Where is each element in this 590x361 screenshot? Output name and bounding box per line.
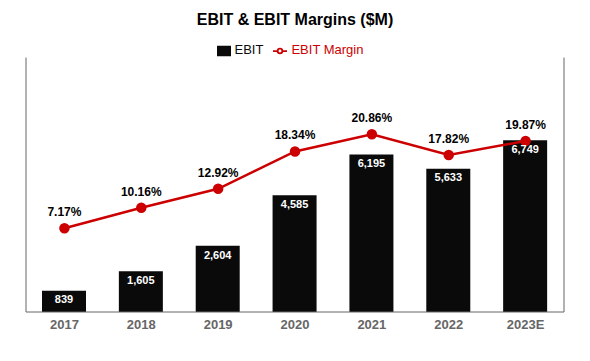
svg-text:10.16%: 10.16% [121,185,162,199]
svg-text:2017: 2017 [50,317,79,332]
svg-text:2023E: 2023E [507,317,545,332]
svg-text:20.86%: 20.86% [352,111,393,125]
svg-text:2022: 2022 [434,317,463,332]
svg-text:839: 839 [55,293,73,305]
svg-text:18.34%: 18.34% [275,128,316,142]
svg-text:4,585: 4,585 [281,198,309,210]
svg-text:2021: 2021 [357,317,386,332]
svg-text:6,195: 6,195 [358,157,386,169]
svg-text:5,633: 5,633 [435,171,463,183]
svg-text:12.92%: 12.92% [198,166,239,180]
svg-text:2019: 2019 [204,317,233,332]
svg-text:2018: 2018 [127,317,156,332]
svg-text:17.82%: 17.82% [428,132,469,146]
svg-text:6,749: 6,749 [511,143,539,155]
svg-text:7.17%: 7.17% [47,205,81,219]
svg-text:1,605: 1,605 [127,274,155,286]
html-text:EBIT Margin: EBIT Margin [291,42,364,57]
html-text:EBIT: EBIT [234,42,264,57]
svg-text:19.87%: 19.87% [505,118,546,132]
html-text:EBIT & EBIT Margins ($M): EBIT & EBIT Margins ($M) [196,11,394,28]
svg-text:2,604: 2,604 [204,249,232,261]
svg-text:2020: 2020 [281,317,310,332]
